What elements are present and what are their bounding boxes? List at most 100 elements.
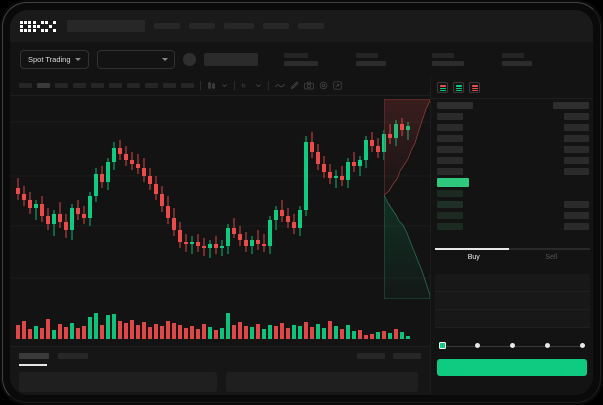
amount-slider[interactable]: [437, 341, 587, 351]
buy-tab[interactable]: Buy: [467, 254, 480, 261]
trading-pair-select[interactable]: [96, 49, 175, 69]
orders-card-0[interactable]: [19, 372, 217, 392]
orderbook-both-icon[interactable]: [437, 82, 448, 93]
candle: [280, 210, 284, 216]
sell-tab[interactable]: Sell: [545, 254, 558, 261]
candle: [40, 204, 44, 216]
orderbook-row[interactable]: [437, 157, 589, 164]
svg-text:fx: fx: [242, 84, 247, 90]
chevron-down-icon[interactable]: [255, 82, 262, 89]
candle: [160, 194, 164, 206]
orderbook-row[interactable]: [437, 135, 589, 142]
orderbook-price-cell: [437, 157, 463, 164]
orderbook-price-cell: [437, 178, 469, 187]
candle: [346, 162, 350, 180]
price-chart[interactable]: [10, 96, 430, 301]
slider-step-25[interactable]: [475, 343, 480, 348]
slider-handle[interactable]: [439, 342, 446, 349]
spot-trading-dropdown[interactable]: Spot Trading: [20, 49, 89, 69]
orderbook-amount-cell: [564, 212, 589, 219]
orders-action-0[interactable]: [357, 353, 385, 359]
candle: [232, 228, 236, 234]
candle: [214, 244, 218, 248]
candle: [130, 160, 134, 164]
orderbook-row[interactable]: [437, 168, 589, 175]
order-field-price[interactable]: [435, 274, 590, 292]
candle: [136, 164, 140, 168]
timeframe-button-8[interactable]: [163, 83, 176, 88]
timeframe-button-2[interactable]: [55, 83, 68, 88]
orders-card-1[interactable]: [226, 372, 418, 392]
candle: [58, 214, 62, 222]
timeframe-button-3[interactable]: [73, 83, 86, 88]
volume-bar: [244, 326, 248, 339]
chevron-down-icon[interactable]: [221, 82, 228, 89]
orderbook-row[interactable]: [437, 178, 589, 187]
pencil-icon[interactable]: [290, 81, 299, 90]
timeframe-button-6[interactable]: [127, 83, 140, 88]
timeframe-button-9[interactable]: [181, 83, 194, 88]
fullscreen-icon[interactable]: [333, 81, 342, 90]
market-stat-1: [355, 52, 386, 66]
volume-bar: [298, 326, 302, 339]
order-field-total[interactable]: [435, 310, 590, 328]
nav-item-2[interactable]: [223, 23, 254, 29]
orderbook-list[interactable]: [437, 102, 589, 234]
volume-bar: [40, 328, 44, 339]
market-stat-2: [431, 52, 464, 66]
candle: [82, 214, 86, 218]
orderbook-bids-icon[interactable]: [453, 82, 464, 93]
candlestick-type-icon[interactable]: [207, 81, 216, 90]
volume-bar: [334, 326, 338, 339]
nav-item-1[interactable]: [188, 23, 215, 29]
slider-step-75[interactable]: [545, 343, 550, 348]
candle: [94, 174, 98, 196]
volume-bar: [280, 323, 284, 339]
timeframe-button-7[interactable]: [145, 83, 158, 88]
indicators-icon[interactable]: fx: [241, 81, 250, 90]
orderbook-row[interactable]: [437, 113, 589, 120]
nav-item-3[interactable]: [262, 23, 289, 29]
orders-tab-0[interactable]: [19, 353, 49, 359]
timeframe-button-1[interactable]: [37, 83, 50, 88]
timeframe-button-5[interactable]: [109, 83, 122, 88]
market-stat-3: [501, 52, 532, 66]
slider-step-50[interactable]: [510, 343, 515, 348]
orders-action-1[interactable]: [393, 353, 421, 359]
candle: [52, 214, 56, 224]
volume-bar: [388, 333, 392, 339]
order-field-amount[interactable]: [435, 292, 590, 310]
orderbook-row[interactable]: [437, 146, 589, 153]
orders-cards: [19, 372, 418, 392]
timeframe-button-0[interactable]: [19, 83, 32, 88]
volume-bar: [94, 313, 98, 339]
orders-panel: [10, 346, 430, 395]
orderbook-asks-icon[interactable]: [469, 82, 480, 93]
orderbook-row[interactable]: [437, 124, 589, 131]
volume-bar: [400, 332, 404, 339]
orderbook-row[interactable]: [437, 190, 589, 197]
spot-trading-label: Spot Trading: [28, 54, 71, 64]
orders-tab-1[interactable]: [58, 353, 88, 359]
orderbook-row[interactable]: [437, 212, 589, 219]
line-tool-icon[interactable]: [275, 81, 285, 90]
orderbook-row[interactable]: [437, 102, 589, 109]
volume-bar: [316, 324, 320, 339]
stat-value: [431, 60, 464, 66]
orderbook-row[interactable]: [437, 223, 589, 230]
timeframe-button-4[interactable]: [91, 83, 104, 88]
nav-item-0[interactable]: [153, 23, 180, 29]
orderbook-row[interactable]: [437, 201, 589, 208]
volume-bar: [166, 321, 170, 339]
volume-bar: [286, 328, 290, 339]
candle: [334, 176, 338, 178]
submit-buy-button[interactable]: [437, 359, 587, 376]
volume-bar: [148, 327, 152, 339]
orderbook-price-cell: [437, 168, 463, 175]
okx-logo[interactable]: OKX: [20, 20, 58, 32]
slider-step-100[interactable]: [580, 343, 585, 348]
search-input[interactable]: [66, 20, 145, 32]
camera-icon[interactable]: [304, 81, 314, 90]
nav-item-4[interactable]: [297, 23, 324, 29]
settings-icon[interactable]: [319, 81, 328, 90]
